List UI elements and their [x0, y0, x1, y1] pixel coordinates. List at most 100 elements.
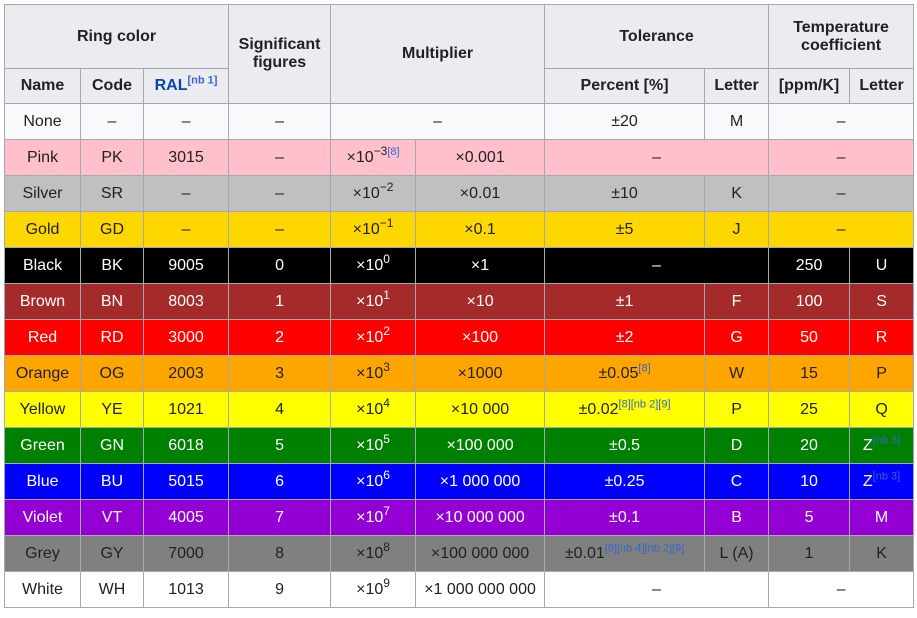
exponent: −2	[379, 180, 394, 195]
footnote-ref[interactable]: [8]	[387, 146, 400, 159]
cell-text: 9005	[168, 256, 204, 274]
footnote-ref[interactable]: [nb 3]	[872, 470, 901, 483]
cell-text: –	[275, 148, 284, 166]
cell-text: G	[730, 328, 743, 346]
table-cell: BU	[80, 463, 144, 500]
superscript: 7	[383, 505, 390, 518]
table-cell: –	[228, 175, 332, 212]
cell-text: U	[875, 256, 888, 274]
table-row: Black BK 9005 0 ×100 ×1– 250 U	[4, 247, 915, 284]
cell-text: Yellow	[19, 400, 66, 418]
cell-text: ×10	[356, 508, 384, 526]
footnote-ref[interactable]: [nb 1]	[187, 74, 218, 87]
table-cell: WH	[80, 571, 144, 608]
cell-text: 250	[795, 256, 823, 274]
table-cell: ×10−2	[330, 175, 417, 212]
cell-text: Black	[22, 256, 63, 274]
table-cell: W	[704, 355, 770, 392]
cell-text: 4	[275, 400, 284, 418]
table-cell: B	[704, 499, 770, 536]
cell-text: 1013	[168, 580, 204, 598]
table-cell: –	[768, 211, 915, 248]
cell-text: ±0.01	[564, 544, 605, 562]
cell-text: ×100	[462, 328, 499, 346]
table-cell: 8	[228, 535, 332, 572]
superscript: [8][nb 2][9]	[619, 398, 671, 410]
table-cell: ×100	[330, 247, 417, 284]
table-cell: 2	[228, 319, 332, 356]
cell-text: ±0.05	[598, 364, 639, 382]
cell-text: ×10	[466, 292, 494, 310]
cell-text: ×10	[356, 256, 384, 274]
cell-text: ±0.02	[578, 400, 619, 418]
table-cell: ×0.001	[415, 139, 546, 176]
superscript: [nb 3]	[873, 434, 901, 446]
table-cell: ±2	[544, 319, 706, 356]
cell-text: L (A)	[719, 544, 754, 562]
cell-text: GY	[100, 544, 124, 562]
cell-text: Gold	[25, 220, 60, 238]
footnote-ref[interactable]: [8][nb 4][nb 2][9]	[604, 542, 685, 555]
table-cell: C	[704, 463, 770, 500]
table-cell: 50	[768, 319, 851, 356]
table-cell: Q	[849, 391, 915, 428]
table-cell: 10	[768, 463, 851, 500]
table-cell: ±0.25	[544, 463, 706, 500]
cell-text: Blue	[26, 472, 59, 490]
cell-text: ×10 000	[450, 400, 510, 418]
cell-text: ±0.25	[604, 472, 645, 490]
header-ral-link[interactable]: RAL	[154, 77, 188, 94]
cell-text: K	[731, 184, 742, 202]
table-cell: K	[704, 175, 770, 212]
header-tempco-letter-link[interactable]: Letter	[849, 68, 915, 104]
table-row: Pink PK 3015 – ×10−3[8] ×0.001 – –	[4, 139, 915, 176]
table-cell: J	[704, 211, 770, 248]
exponent: 9	[383, 576, 390, 591]
cell-text: BN	[100, 292, 124, 310]
table-cell: Z[nb 3]	[849, 463, 915, 500]
table-cell: BK	[80, 247, 144, 284]
header-significant-figures: Significant figures	[228, 4, 332, 104]
cell-text: 6	[275, 472, 284, 490]
table-row: Yellow YE 1021 4 ×104 ×10 000 ±0.02[8][nb 2][9…	[4, 391, 915, 428]
table-cell: ×0.01	[415, 175, 546, 212]
cell-text: PK	[101, 148, 123, 166]
cell-text: R	[875, 328, 888, 346]
table-row: White WH 1013 9 ×109 ×1 000 000 000– –	[4, 571, 915, 608]
footnote-ref[interactable]: [nb 3]	[872, 434, 901, 447]
table-cell: ×1	[415, 247, 546, 284]
header-percent: Percent [%]	[544, 68, 706, 104]
cell-text: ×10	[356, 580, 384, 598]
cell-text: ×10 000 000	[435, 508, 525, 526]
table-cell: 3000	[142, 319, 230, 356]
superscript: 6	[383, 469, 390, 482]
cell-text: Violet	[22, 508, 63, 526]
superscript: 0	[383, 253, 390, 266]
cell-text: ±2	[615, 328, 634, 346]
footnote-ref[interactable]: [8]	[638, 362, 651, 375]
table-cell: –	[544, 247, 770, 284]
table-cell: 9	[228, 571, 332, 608]
cell-text: 5	[804, 508, 814, 526]
cell-text: GN	[100, 436, 124, 454]
table-cell: ±5	[544, 211, 706, 248]
cell-text: ×0.001	[455, 148, 505, 166]
header-tolerance-letter-link[interactable]: Letter	[704, 68, 770, 104]
cell-text: ±0.5	[609, 436, 641, 454]
cell-text: Green	[20, 436, 65, 454]
cell-text: ×10	[356, 292, 384, 310]
cell-text: 8	[275, 544, 284, 562]
cell-text: J	[732, 220, 741, 238]
table-cell: ±0.02[8][nb 2][9]	[544, 391, 706, 428]
table-cell: PK	[80, 139, 144, 176]
table-cell: R	[849, 319, 915, 356]
cell-text: –	[181, 184, 191, 202]
superscript: −3[8]	[374, 145, 400, 159]
header-ppm-k: [ppm/K]	[768, 68, 851, 104]
cell-text: Brown	[19, 292, 66, 310]
table-cell: Grey	[4, 535, 81, 572]
header-code-link[interactable]: Code	[80, 68, 144, 104]
cell-text: 50	[800, 328, 818, 346]
footnote-ref[interactable]: [8][nb 2][9]	[618, 398, 671, 411]
